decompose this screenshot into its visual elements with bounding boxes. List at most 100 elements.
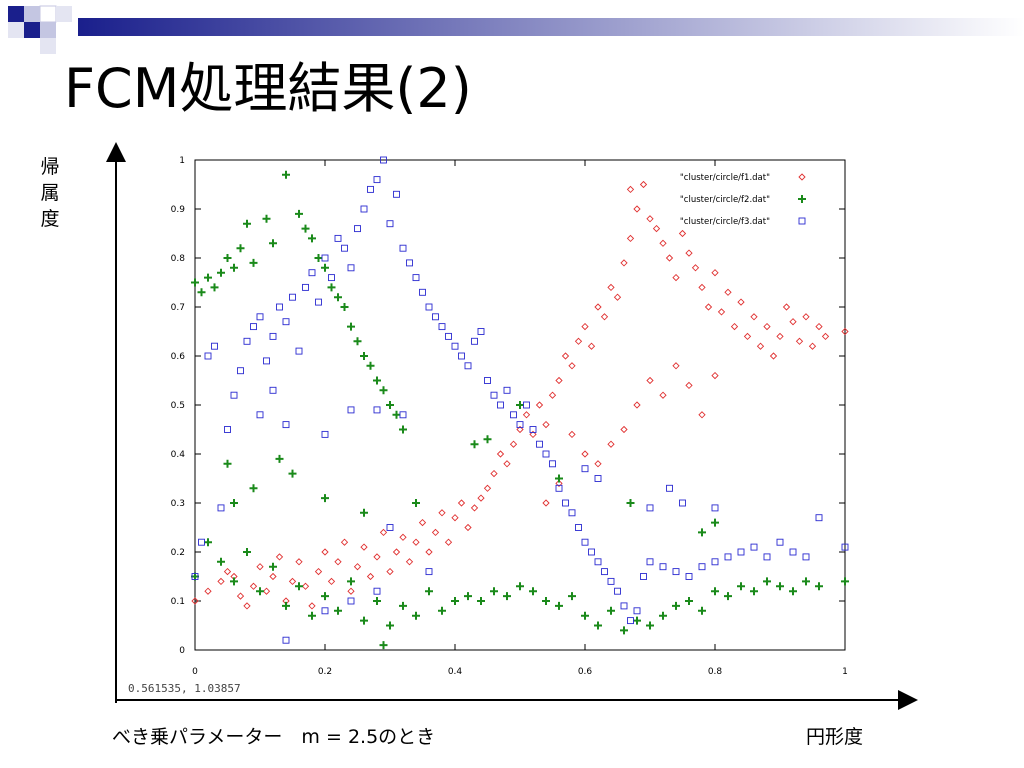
data-point-f3 — [347, 406, 355, 414]
data-point-f2 — [555, 474, 563, 483]
data-point-f1 — [464, 523, 472, 532]
data-point-f2 — [763, 577, 771, 586]
data-point-f1 — [574, 337, 583, 345]
data-point-f1 — [594, 303, 602, 311]
data-point-f3 — [568, 509, 576, 517]
data-point-f1 — [275, 553, 284, 561]
data-point-f2 — [802, 577, 810, 586]
data-point-f1 — [555, 376, 563, 385]
data-point-f3 — [198, 538, 205, 546]
y-tick-label: 0.1 — [171, 597, 185, 607]
data-point-f2 — [438, 606, 446, 615]
data-point-f2 — [340, 303, 349, 311]
data-point-f2 — [210, 283, 219, 292]
data-point-f2 — [249, 258, 258, 267]
data-point-f3 — [360, 205, 368, 213]
data-point-f2 — [204, 273, 212, 282]
data-point-f1 — [373, 553, 381, 561]
data-point-f1 — [483, 484, 492, 492]
data-point-f2 — [386, 621, 394, 630]
data-point-f2 — [483, 435, 492, 444]
data-point-f2 — [412, 611, 420, 620]
data-point-f3 — [386, 524, 394, 531]
deco-square-light-1 — [24, 6, 40, 22]
data-point-f3 — [750, 543, 758, 551]
data-point-f1 — [620, 425, 628, 434]
data-point-f1 — [457, 499, 466, 507]
data-point-f2 — [347, 577, 355, 586]
data-point-f3 — [412, 274, 420, 282]
data-point-f3 — [224, 426, 231, 433]
data-point-f3 — [490, 391, 498, 399]
data-point-f2 — [698, 606, 706, 615]
data-point-f2 — [555, 601, 563, 610]
data-point-f1 — [711, 269, 719, 277]
data-point-f1 — [776, 332, 784, 341]
y-tick-label: 0.6 — [171, 352, 186, 362]
deco-square-dark-2 — [24, 22, 40, 38]
data-point-f3 — [282, 318, 290, 326]
data-point-f3 — [289, 293, 296, 301]
data-point-f1 — [438, 509, 446, 517]
slide-title: FCM処理結果(2) — [64, 57, 472, 120]
data-point-f1 — [646, 215, 654, 223]
data-point-f3 — [555, 484, 563, 492]
data-point-f3 — [516, 421, 524, 429]
data-point-f1 — [236, 592, 245, 600]
data-point-f3 — [263, 357, 270, 365]
data-point-f3 — [445, 332, 452, 340]
data-point-f1 — [587, 342, 596, 350]
data-point-f2 — [314, 254, 323, 262]
data-point-f3 — [295, 347, 303, 355]
data-point-f1 — [672, 273, 680, 282]
data-point-f1 — [301, 582, 310, 590]
data-point-f1 — [522, 411, 531, 419]
data-point-f3 — [594, 558, 602, 566]
data-point-f3 — [497, 401, 504, 409]
data-point-f3 — [328, 274, 335, 282]
data-point-f2 — [223, 254, 232, 262]
data-point-f2 — [262, 214, 271, 223]
data-point-f1 — [269, 572, 277, 581]
data-point-f2 — [243, 548, 251, 556]
scatter-plot: 0 0.2 0.4 0.6 0.8 1 0 0.1 0.2 0.3 0.4 0.5 0.6 0.7 0.8 0… — [171, 156, 849, 677]
parameter-note: べき乗パラメーター m = 2.5のとき — [112, 726, 436, 748]
data-point-f3 — [529, 426, 537, 433]
data-point-f1 — [685, 381, 693, 390]
data-point-f1 — [756, 342, 765, 350]
data-point-f3 — [841, 543, 849, 551]
data-point-f2 — [750, 587, 758, 596]
data-point-f2 — [392, 410, 401, 419]
data-point-f1 — [808, 342, 817, 350]
data-point-f2 — [626, 499, 635, 507]
data-point-f2 — [451, 597, 459, 605]
data-point-f3 — [308, 269, 316, 277]
data-point-f3 — [601, 568, 608, 576]
data-point-f1 — [217, 577, 225, 586]
data-point-f1 — [204, 587, 212, 595]
data-point-f3 — [399, 244, 407, 252]
data-point-f2 — [711, 587, 719, 596]
data-point-f1 — [581, 322, 589, 331]
data-point-f1 — [782, 303, 791, 311]
data-point-f2 — [321, 263, 329, 272]
data-point-f1 — [626, 185, 635, 194]
data-point-f1 — [256, 563, 264, 571]
data-point-f1 — [685, 249, 693, 257]
data-point-f3 — [211, 342, 218, 350]
data-point-f3 — [256, 411, 264, 419]
data-point-f2 — [503, 592, 511, 601]
data-point-f2 — [295, 209, 303, 218]
data-point-f2 — [659, 611, 667, 620]
data-point-f1 — [360, 543, 368, 551]
data-point-f2 — [275, 454, 284, 463]
data-point-f3 — [633, 607, 641, 615]
data-point-f3 — [575, 524, 582, 531]
data-point-f1 — [243, 602, 251, 610]
data-point-f1 — [737, 298, 745, 306]
data-point-f1 — [191, 597, 199, 605]
data-point-f1 — [529, 430, 537, 439]
data-point-f2 — [412, 499, 420, 507]
legend-marker — [798, 217, 806, 225]
data-point-f2 — [249, 484, 258, 493]
